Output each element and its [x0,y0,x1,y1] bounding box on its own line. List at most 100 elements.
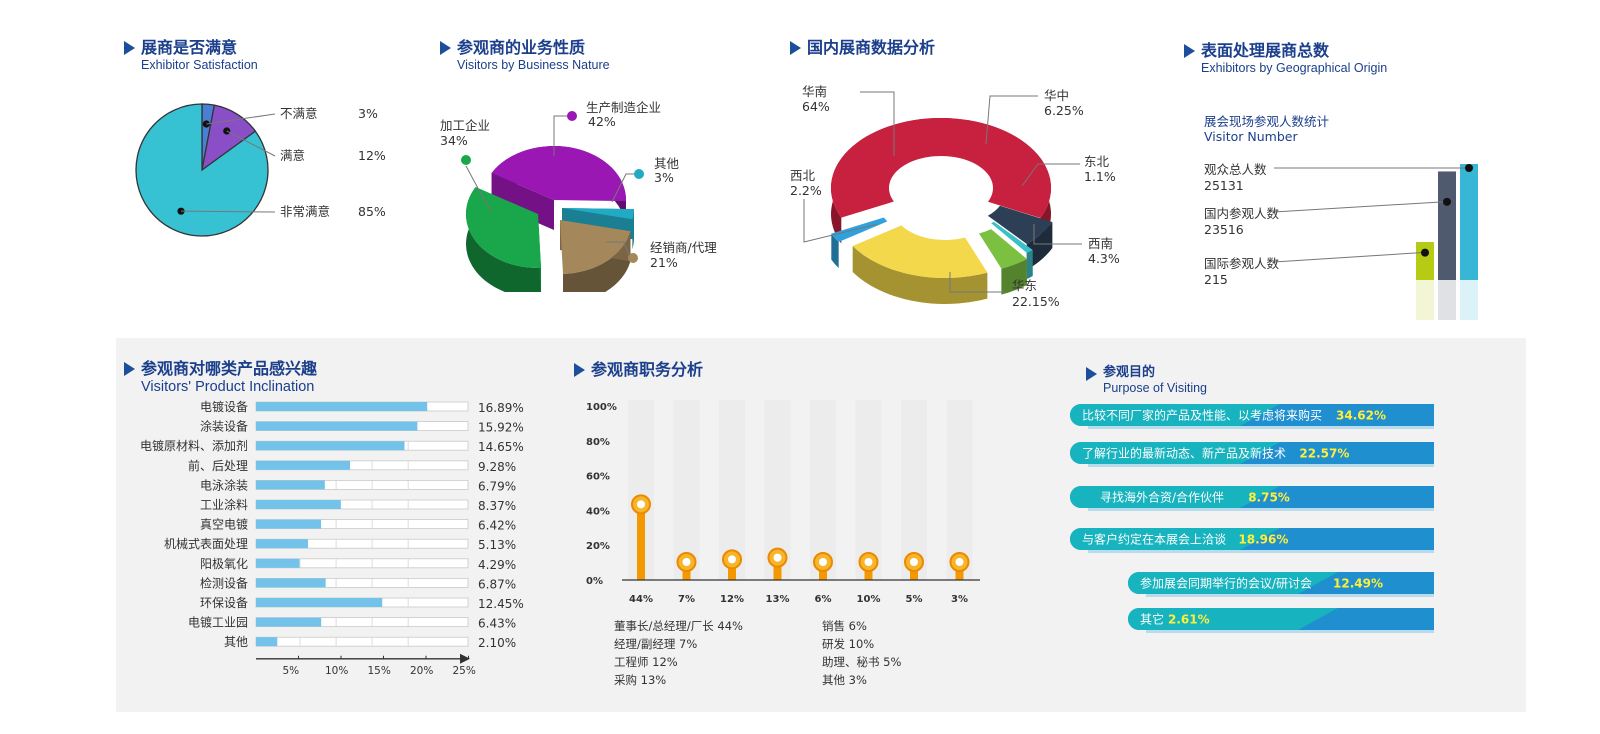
donut-slice [852,225,988,278]
visitor-bar-reflection [1416,280,1434,320]
purpose-ribbon-highlight [1070,404,1280,426]
inclination-bar [256,441,405,451]
column-value-label: 6% [815,594,832,605]
slice-value: 22.15% [1012,294,1060,309]
leader-line [1021,163,1080,187]
purpose-value: 22.57% [1299,447,1349,461]
leader-line [606,241,631,259]
leader-line [949,272,1006,293]
slice-label: 生产制造企业 [586,100,661,115]
inclination-bar [256,598,383,607]
slice-value: 1.1% [1084,169,1116,184]
slice-label: 华东 [1012,278,1037,293]
visitor-label: 国内参观人数 [1204,206,1280,221]
inclination-title-cn: 参观商对哪类产品感兴趣 [141,359,318,378]
pie-slice-side [563,231,631,292]
pie-slice [491,146,626,202]
donut-slice-side [831,233,839,269]
legend-item: 销售 6% [822,619,867,633]
pie-slice [466,187,542,268]
x-tick-label: 15% [368,665,391,677]
category-label: 涂装设备 [200,419,248,434]
leader-dot [628,253,638,263]
inclination-bar [256,617,322,627]
x-tick-label: 5% [283,665,300,677]
purpose-ribbon-shadow [1088,508,1434,511]
leader-line [226,130,276,157]
slice-label: 不满意 [280,106,318,121]
category-label: 阳极氧化 [200,557,248,571]
value-label: 6.87% [478,577,516,591]
purpose-ribbon-highlight [1128,572,1338,594]
inclination-bar [256,637,278,647]
slice-label: 非常满意 [280,204,330,219]
slice-label: 加工企业 [440,118,490,133]
slice-label: 其他 [654,156,680,171]
legend-item: 工程师 12% [614,655,678,669]
slice-label: 西北 [790,168,816,183]
inclination-title-en: Visitors' Product Inclination [141,379,315,395]
slice-value: 2.2% [790,183,822,198]
leader-line [553,115,568,156]
value-label: 6.43% [478,617,516,631]
purpose-ribbon-shadow [1146,594,1434,597]
y-tick-label: 80% [586,437,610,448]
donut-slice-side [1026,222,1053,270]
purpose-label: 与客户约定在本展会上洽谈 [1082,532,1226,547]
inclination-bar [256,558,300,568]
purpose-value: 8.75% [1248,491,1290,505]
inclination-bar [256,480,325,490]
x-tick-label: 10% [325,665,348,677]
inclination-bar [256,421,418,431]
value-label: 9.28% [478,460,516,474]
visitor-bar [1460,164,1478,280]
visitor-bar-reflection [1438,280,1456,320]
y-tick-label: 60% [586,472,610,483]
lollipop-stem [637,504,645,580]
inclination-bar [256,578,326,588]
value-label: 6.42% [478,519,516,533]
value-label: 2.10% [478,636,516,650]
purpose-ribbon-highlight [1128,608,1338,630]
purpose-title-en: Purpose of Visiting [1103,381,1207,395]
leader-dot [177,207,185,215]
legend-item: 采购 13% [614,673,666,687]
column-background [901,400,927,580]
inclination-bar [256,402,428,411]
inclination-bar-chart: 电镀设备 16.89% 涂装设备 15.92% 电镀原材料、添加剂 14.65% 前、后处理… [140,400,524,677]
slice-label: 东北 [1084,154,1110,169]
category-label: 其他 [224,635,248,649]
visitor-bar [1416,242,1434,280]
column-value-label: 10% [857,594,881,605]
donut-slice-side [852,246,988,304]
category-label: 工业涂料 [200,497,248,512]
value-label: 15.92% [478,421,524,435]
inclination-bar [256,500,341,509]
lollipop-head-hole [819,558,827,566]
donut-slice-side [1001,259,1027,295]
leader-line [181,210,276,213]
donut-slice [831,118,1051,219]
business-title-en: Visitors by Business Nature [457,58,610,72]
pie-slice-wall [491,173,554,230]
leader-dot [567,111,577,121]
triangle-bullet-icon [124,362,135,376]
leader-line [611,173,635,203]
triangle-bullet-icon [124,41,135,55]
pie-slice [135,103,269,237]
purpose-ribbon-highlight [1070,528,1280,550]
slice-value: 4.3% [1088,251,1120,266]
category-label: 电镀设备 [200,400,248,414]
slice-value: 42% [588,114,616,129]
satisfaction-title: 展商是否满意 Exhibitor Satisfaction [124,38,258,73]
triangle-bullet-icon [574,363,585,377]
lollipop-head-hole [773,553,782,562]
slice-label: 华南 [802,84,827,99]
origin-title: 表面处理展商总数 Exhibitors by Geographical Orig… [1184,41,1387,76]
leader-dot [1421,248,1429,257]
visitor-label: 观众总人数 [1204,162,1267,177]
donut-slice [831,217,888,243]
legend-item: 经理/副经理 7% [614,637,697,651]
